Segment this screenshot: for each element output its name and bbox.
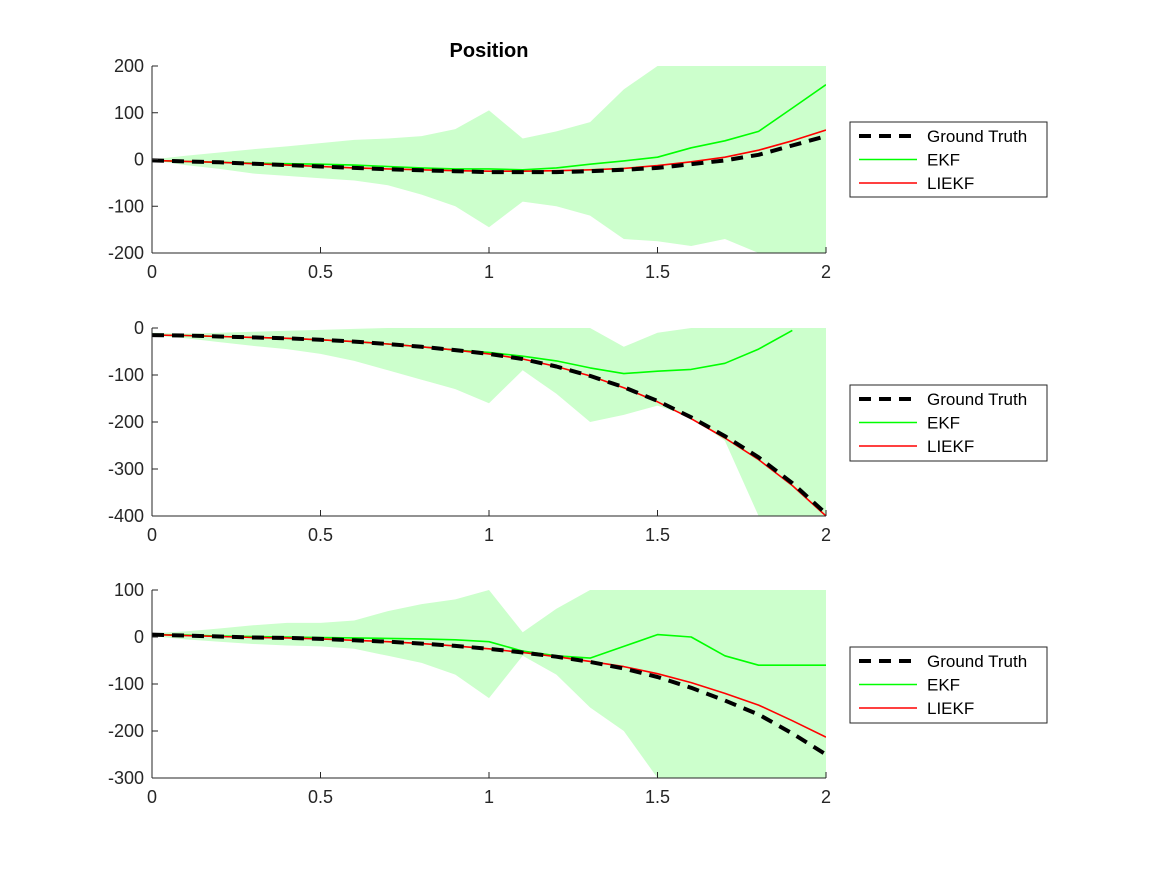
y-tick-label: -200 — [108, 243, 144, 263]
x-tick-label: 1.5 — [645, 525, 670, 545]
y-tick-label: -300 — [108, 768, 144, 788]
legend-label-ground-truth: Ground Truth — [927, 127, 1027, 146]
x-tick-label: 1.5 — [645, 262, 670, 282]
y-tick-label: -100 — [108, 196, 144, 216]
legend-3: Ground Truth EKF LIEKF — [849, 646, 1048, 724]
legend-label-ekf: EKF — [927, 676, 960, 695]
x-tick-label: 0.5 — [308, 787, 333, 807]
series-liekf — [152, 334, 826, 516]
ekf-confidence-band — [152, 328, 826, 516]
y-tick-label: 100 — [114, 580, 144, 600]
legend-label-liekf: LIEKF — [927, 174, 974, 193]
legend-label-ground-truth: Ground Truth — [927, 390, 1027, 409]
x-tick-label: 0.5 — [308, 262, 333, 282]
legend-label-ekf: EKF — [927, 151, 960, 170]
x-tick-label: 1 — [484, 525, 494, 545]
plot-area-2 — [152, 328, 826, 516]
x-tick-label: 2 — [821, 262, 831, 282]
x-tick-label: 0 — [147, 262, 157, 282]
series-ground-truth — [152, 632, 826, 757]
subplot-3: 0 0.5 1 1.5 2 -300 -200 -100 0 100 Ground Truth EKF… — [108, 580, 1048, 807]
legend-label-liekf: LIEKF — [927, 437, 974, 456]
series-ekf — [152, 633, 826, 666]
x-tick-label: 0 — [147, 525, 157, 545]
y-tick-label: 0 — [134, 627, 144, 647]
y-tick-label: -200 — [108, 412, 144, 432]
x-tick-label: 1 — [484, 262, 494, 282]
y-tick-label: -400 — [108, 506, 144, 526]
x-tick-label: 0 — [147, 787, 157, 807]
subplot-1: 0 0.5 1 1.5 2 -200 -100 0 100 200 Ground Truth EKF L… — [108, 56, 1048, 282]
y-tick-label: 0 — [134, 150, 144, 170]
legend-2: Ground Truth EKF LIEKF — [849, 384, 1048, 462]
x-tick-label: 1 — [484, 787, 494, 807]
x-tick-label: 2 — [821, 525, 831, 545]
legend-label-liekf: LIEKF — [927, 699, 974, 718]
y-tick-label: 100 — [114, 103, 144, 123]
figure-title: Position — [450, 40, 529, 62]
y-tick-label: -100 — [108, 365, 144, 385]
y-tick-label: 200 — [114, 56, 144, 76]
legend-1: Ground Truth EKF LIEKF — [849, 121, 1048, 198]
legend-label-ekf: EKF — [927, 414, 960, 433]
series-liekf — [152, 633, 826, 738]
x-tick-label: 1.5 — [645, 787, 670, 807]
x-tick-label: 2 — [821, 787, 831, 807]
y-tick-label: -200 — [108, 721, 144, 741]
series-liekf — [152, 129, 826, 172]
subplot-2: 0 0.5 1 1.5 2 -400 -300 -200 -100 0 Ground Truth EK… — [108, 318, 1048, 545]
y-tick-label: 0 — [134, 318, 144, 338]
y-tick-label: -100 — [108, 674, 144, 694]
ekf-confidence-band — [152, 66, 826, 253]
plot-area-1 — [152, 66, 826, 253]
plot-area-3 — [152, 590, 826, 778]
y-tick-label: -300 — [108, 459, 144, 479]
x-tick-label: 0.5 — [308, 525, 333, 545]
legend-label-ground-truth: Ground Truth — [927, 652, 1027, 671]
series-ground-truth — [152, 134, 826, 175]
